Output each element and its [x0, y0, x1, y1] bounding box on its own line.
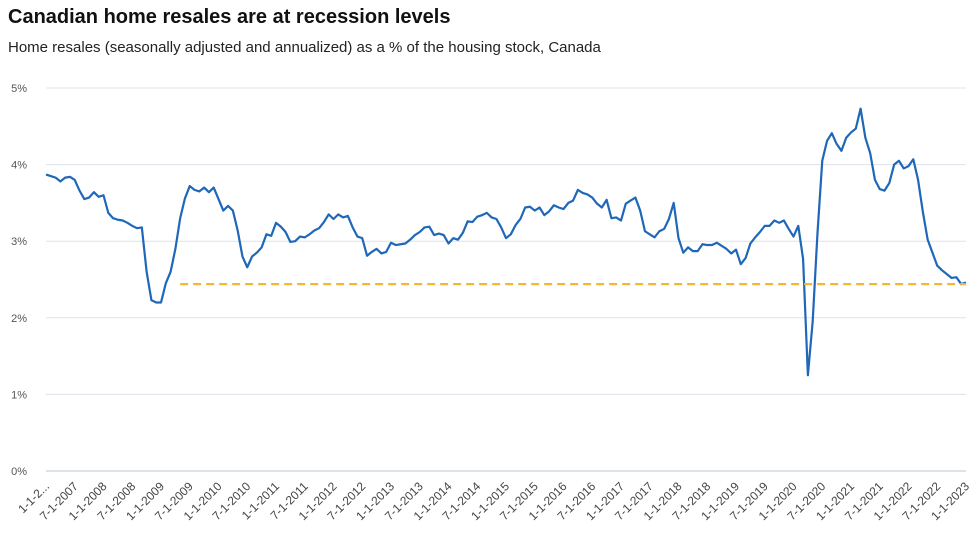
y-tick-label: 0%	[11, 466, 27, 478]
resales-line	[45, 107, 967, 377]
y-tick-label: 2%	[11, 313, 27, 325]
series-layer	[45, 107, 967, 377]
y-axis-ticks: 0% 1% 2% 3% 4% 5%	[11, 83, 27, 478]
y-tick-label: 1%	[11, 389, 27, 401]
chart-title: Canadian home resales are at recession l…	[8, 6, 451, 28]
y-tick-label: 5%	[11, 83, 27, 95]
chart-subtitle: Home resales (seasonally adjusted and an…	[8, 39, 601, 56]
x-axis-ticks: 1-1-2...7-1-20071-1-20087-1-20081-1-2009…	[15, 479, 972, 523]
y-tick-label: 3%	[11, 236, 27, 248]
gridlines	[46, 87, 966, 472]
y-tick-label: 4%	[11, 160, 27, 172]
